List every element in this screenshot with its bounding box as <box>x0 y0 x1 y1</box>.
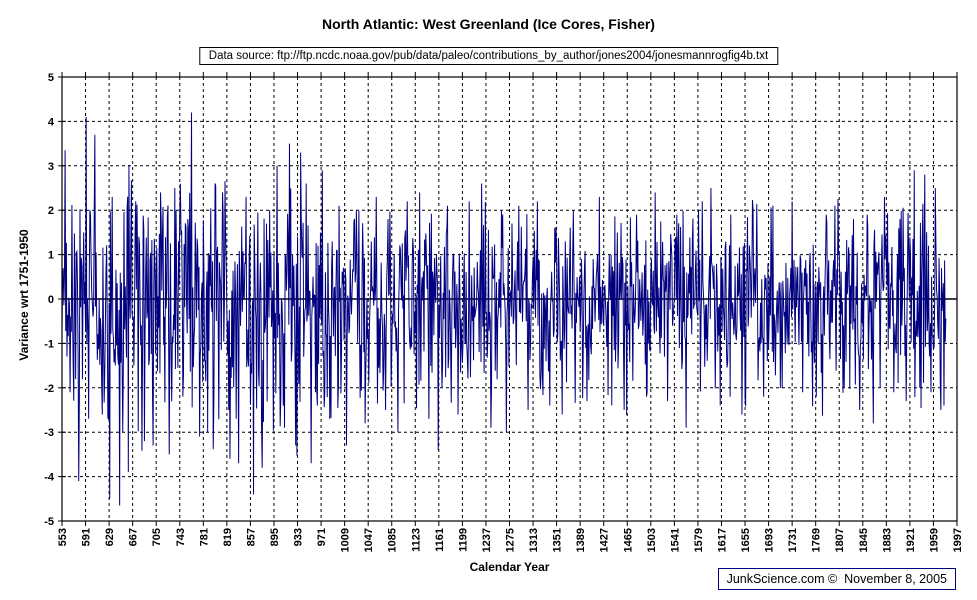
x-tick-labels: 553 591 629 667 705 743 781 819 857 895 933 971 1009… <box>57 528 964 552</box>
svg-text:857: 857 <box>245 528 257 546</box>
svg-text:1351: 1351 <box>552 528 564 552</box>
svg-text:819: 819 <box>222 528 234 546</box>
svg-text:1845: 1845 <box>858 528 870 552</box>
svg-text:1047: 1047 <box>363 528 375 552</box>
svg-text:1617: 1617 <box>716 528 728 552</box>
axis-tick-marks <box>58 72 958 526</box>
svg-text:1123: 1123 <box>410 528 422 552</box>
svg-text:1: 1 <box>48 250 54 262</box>
svg-text:1959: 1959 <box>928 528 940 552</box>
svg-text:933: 933 <box>293 528 305 546</box>
svg-text:1237: 1237 <box>481 528 493 552</box>
svg-text:3: 3 <box>48 161 54 173</box>
footer-badge: JunkScience.com © November 8, 2005 <box>717 568 956 590</box>
svg-text:0: 0 <box>48 294 54 306</box>
svg-text:553: 553 <box>57 528 69 546</box>
svg-text:1009: 1009 <box>340 528 352 552</box>
svg-text:1503: 1503 <box>646 528 658 552</box>
svg-text:1161: 1161 <box>434 528 446 552</box>
svg-text:4: 4 <box>48 116 55 128</box>
svg-text:2: 2 <box>48 205 54 217</box>
svg-text:1997: 1997 <box>952 528 964 552</box>
svg-text:1921: 1921 <box>905 528 917 552</box>
svg-text:1427: 1427 <box>599 528 611 552</box>
svg-text:667: 667 <box>128 528 140 546</box>
svg-text:1465: 1465 <box>622 528 634 552</box>
svg-text:-2: -2 <box>44 383 54 395</box>
y-tick-labels: 5 4 3 2 1 0 -1 -2 -3 -4 -5 <box>44 72 55 528</box>
svg-text:743: 743 <box>175 528 187 546</box>
svg-text:591: 591 <box>81 528 93 546</box>
svg-text:1883: 1883 <box>881 528 893 552</box>
chart-title: North Atlantic: West Greenland (Ice Core… <box>322 16 655 32</box>
svg-text:705: 705 <box>151 528 163 546</box>
svg-text:-3: -3 <box>44 427 54 439</box>
svg-text:781: 781 <box>198 528 210 546</box>
svg-text:971: 971 <box>316 528 328 546</box>
svg-text:629: 629 <box>104 528 116 546</box>
svg-text:1807: 1807 <box>834 528 846 552</box>
svg-text:-4: -4 <box>44 472 55 484</box>
x-axis-title: Calendar Year <box>469 560 550 574</box>
svg-text:1085: 1085 <box>387 528 399 552</box>
svg-text:1655: 1655 <box>740 528 752 552</box>
svg-text:1313: 1313 <box>528 528 540 552</box>
svg-text:1275: 1275 <box>505 528 517 552</box>
series-line <box>61 112 947 506</box>
svg-text:1693: 1693 <box>764 528 776 552</box>
svg-text:1199: 1199 <box>457 528 469 552</box>
svg-text:1731: 1731 <box>787 528 799 552</box>
data-source-box: Data source: ftp://ftp.ncdc.noaa.gov/pub… <box>198 47 779 65</box>
svg-text:895: 895 <box>269 528 281 546</box>
svg-text:1541: 1541 <box>669 528 681 552</box>
svg-text:5: 5 <box>48 72 54 84</box>
svg-text:1579: 1579 <box>693 528 705 552</box>
y-axis-title: Variance wrt 1751-1950 <box>17 229 31 361</box>
svg-text:-5: -5 <box>44 516 54 528</box>
svg-text:-1: -1 <box>44 338 54 350</box>
svg-text:1389: 1389 <box>575 528 587 552</box>
svg-text:1769: 1769 <box>811 528 823 552</box>
